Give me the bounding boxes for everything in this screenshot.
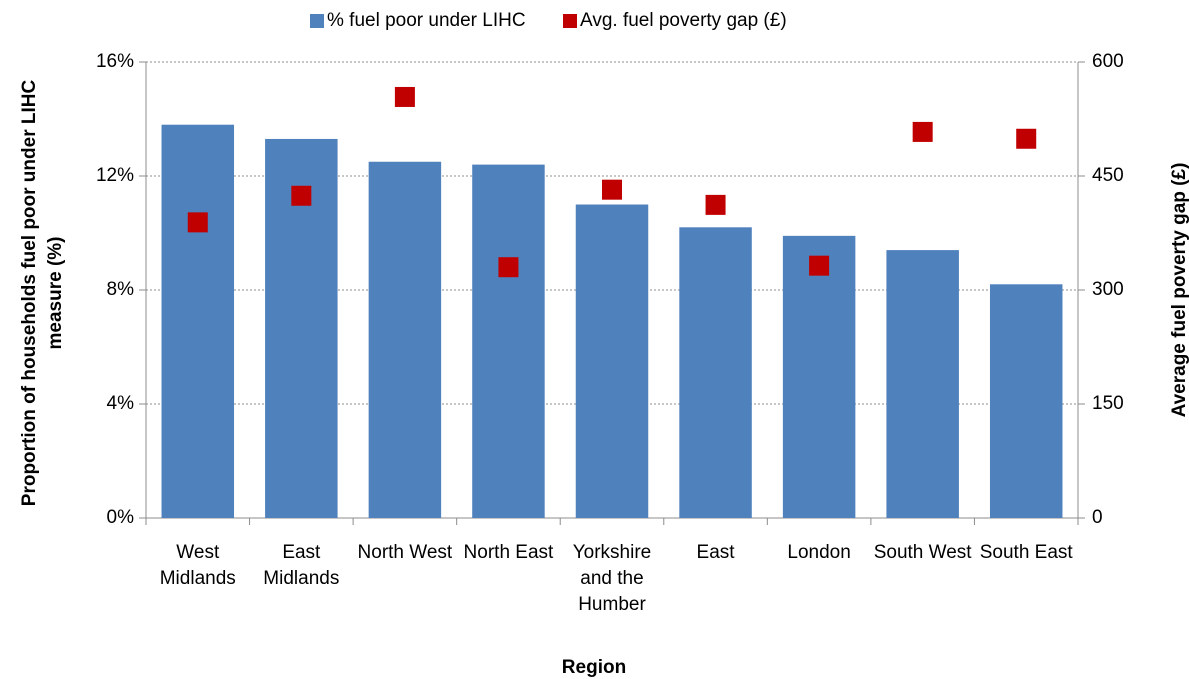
x-tick-label: East Midlands [263,542,340,589]
marker [291,185,312,206]
x-tick-label: North West [357,542,453,563]
legend-swatch [563,14,577,28]
x-tick-label: London [787,542,851,563]
y2-tick-label: 150 [1092,393,1124,414]
x-tick-label: South West [873,542,972,563]
bar [368,161,442,518]
bar [886,250,959,518]
bar [782,235,856,518]
legend-label: % fuel poor under LIHC [327,10,526,31]
bar [575,204,649,518]
legend-swatch [310,14,324,28]
y-axis-title: Proportion of households fuel poor under… [19,79,66,507]
y2-tick-label: 300 [1092,279,1124,300]
legend-label: Avg. fuel poverty gap (£) [580,10,787,31]
marker [1016,128,1037,149]
x-tick-label: North East [463,542,554,563]
x-axis-title: Region [561,657,627,678]
x-tick-label: East [696,542,735,563]
marker [602,179,622,200]
marker [912,121,933,142]
bar [989,284,1063,518]
x-tick-label: South East [979,542,1073,563]
x-tick-label: West Midlands [159,542,236,589]
y-tick-label: 0% [107,507,135,528]
marker [809,255,830,276]
bar [161,124,235,518]
x-tick-label: Yorkshire and the Humber [572,542,652,615]
marker [394,86,415,107]
y-tick-label: 12% [96,165,134,186]
y2-axis-title: Average fuel poverty gap (£) [1169,162,1189,418]
bar [679,227,752,519]
y-tick-label: 8% [107,279,135,300]
marker [187,212,208,233]
marker [705,194,726,215]
y2-tick-label: 600 [1092,51,1124,72]
bar [472,164,545,518]
y-tick-label: 16% [96,51,134,72]
y2-tick-label: 0 [1092,507,1103,528]
y2-tick-label: 450 [1092,165,1124,186]
marker [498,257,519,278]
y-tick-label: 4% [107,393,135,414]
